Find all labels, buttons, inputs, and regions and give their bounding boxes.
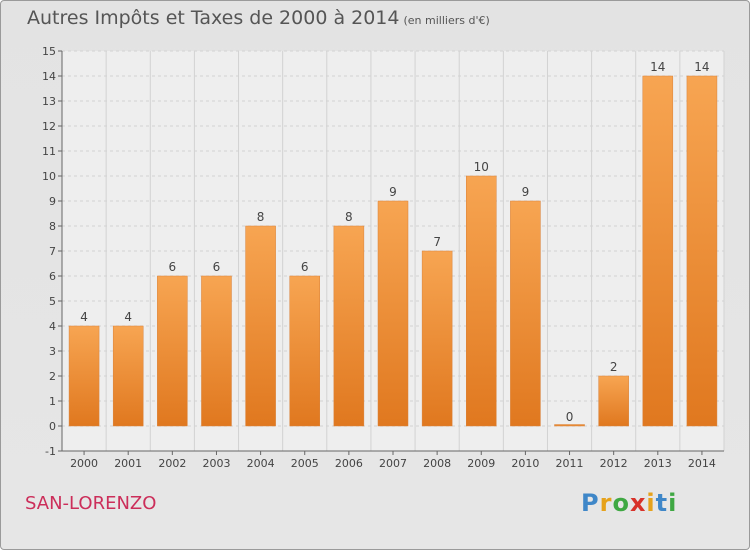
- bar-value-label: 14: [650, 60, 665, 74]
- x-tick-label: 2011: [556, 457, 584, 470]
- bar: [157, 275, 188, 427]
- bar: [686, 75, 718, 427]
- x-tick-label: 2008: [423, 457, 451, 470]
- logo-letter: o: [612, 489, 630, 517]
- x-tick-label: 2002: [158, 457, 186, 470]
- y-tick-label: 13: [42, 95, 56, 108]
- logo-letter: t: [655, 489, 669, 517]
- title-text: Autres Impôts et Taxes de 2000 à 2014: [27, 7, 400, 29]
- y-tick-label: 10: [42, 170, 56, 183]
- chart-title: Autres Impôts et Taxes de 2000 à 2014 (en…: [27, 7, 490, 29]
- y-tick-label: 0: [49, 420, 56, 433]
- bar: [245, 225, 276, 427]
- bar-value-label: 4: [80, 310, 88, 324]
- y-tick-label: 1: [49, 395, 56, 408]
- x-tick-label: 2004: [247, 457, 275, 470]
- logo-letter: i: [668, 489, 678, 517]
- bar: [333, 225, 365, 427]
- y-tick-label: 2: [49, 370, 56, 383]
- x-tick-label: 2003: [202, 457, 230, 470]
- commune-name: SAN-LORENZO: [25, 493, 157, 514]
- y-tick-label: 7: [49, 245, 56, 258]
- bar-value-label: 6: [213, 260, 221, 274]
- bar: [554, 424, 585, 427]
- x-tick-label: 2013: [644, 457, 672, 470]
- x-tick-label: 2000: [70, 457, 98, 470]
- bar: [377, 200, 409, 427]
- bar-value-label: 2: [610, 360, 618, 374]
- bar-value-label: 6: [169, 260, 177, 274]
- bar-value-label: 10: [474, 160, 489, 174]
- bar-value-label: 8: [257, 210, 265, 224]
- proxiti-logo[interactable]: Proxiti: [581, 489, 677, 517]
- logo-letter: P: [581, 489, 600, 517]
- bar: [289, 275, 320, 427]
- y-tick-label: 6: [49, 270, 56, 283]
- logo-letter: r: [599, 489, 613, 517]
- bar-value-label: 6: [301, 260, 309, 274]
- bar: [112, 325, 144, 427]
- logo-letter: x: [629, 489, 647, 517]
- x-tick-label: 2014: [688, 457, 716, 470]
- y-tick-label: 12: [42, 120, 56, 133]
- bar: [466, 175, 497, 427]
- bar-value-label: 7: [433, 235, 441, 249]
- x-tick-label: 2009: [467, 457, 495, 470]
- bar: [68, 325, 100, 427]
- x-tick-label: 2012: [600, 457, 628, 470]
- x-tick-label: 2010: [511, 457, 539, 470]
- bar: [421, 250, 453, 427]
- x-tick-label: 2006: [335, 457, 363, 470]
- y-tick-label: 15: [42, 45, 56, 58]
- y-tick-label: -1: [45, 445, 56, 458]
- bar-value-label: 8: [345, 210, 353, 224]
- x-tick-label: 2007: [379, 457, 407, 470]
- y-tick-label: 5: [49, 295, 56, 308]
- y-tick-label: 4: [49, 320, 56, 333]
- x-tick-label: 2001: [114, 457, 142, 470]
- logo-letter: i: [646, 489, 656, 517]
- y-tick-label: 3: [49, 345, 56, 358]
- bar: [201, 275, 232, 427]
- bar: [598, 375, 629, 427]
- x-tick-label: 2005: [291, 457, 319, 470]
- y-tick-label: 9: [49, 195, 56, 208]
- y-tick-label: 11: [42, 145, 56, 158]
- bar-value-label: 9: [389, 185, 397, 199]
- y-tick-label: 14: [42, 70, 56, 83]
- bar-value-label: 4: [124, 310, 132, 324]
- bar-value-label: 0: [566, 410, 574, 424]
- bar-value-label: 14: [694, 60, 709, 74]
- chart-subtitle: (en milliers d'€): [403, 14, 490, 27]
- bar: [510, 200, 541, 427]
- bar-value-label: 9: [522, 185, 530, 199]
- y-tick-label: 8: [49, 220, 56, 233]
- bar: [642, 75, 674, 427]
